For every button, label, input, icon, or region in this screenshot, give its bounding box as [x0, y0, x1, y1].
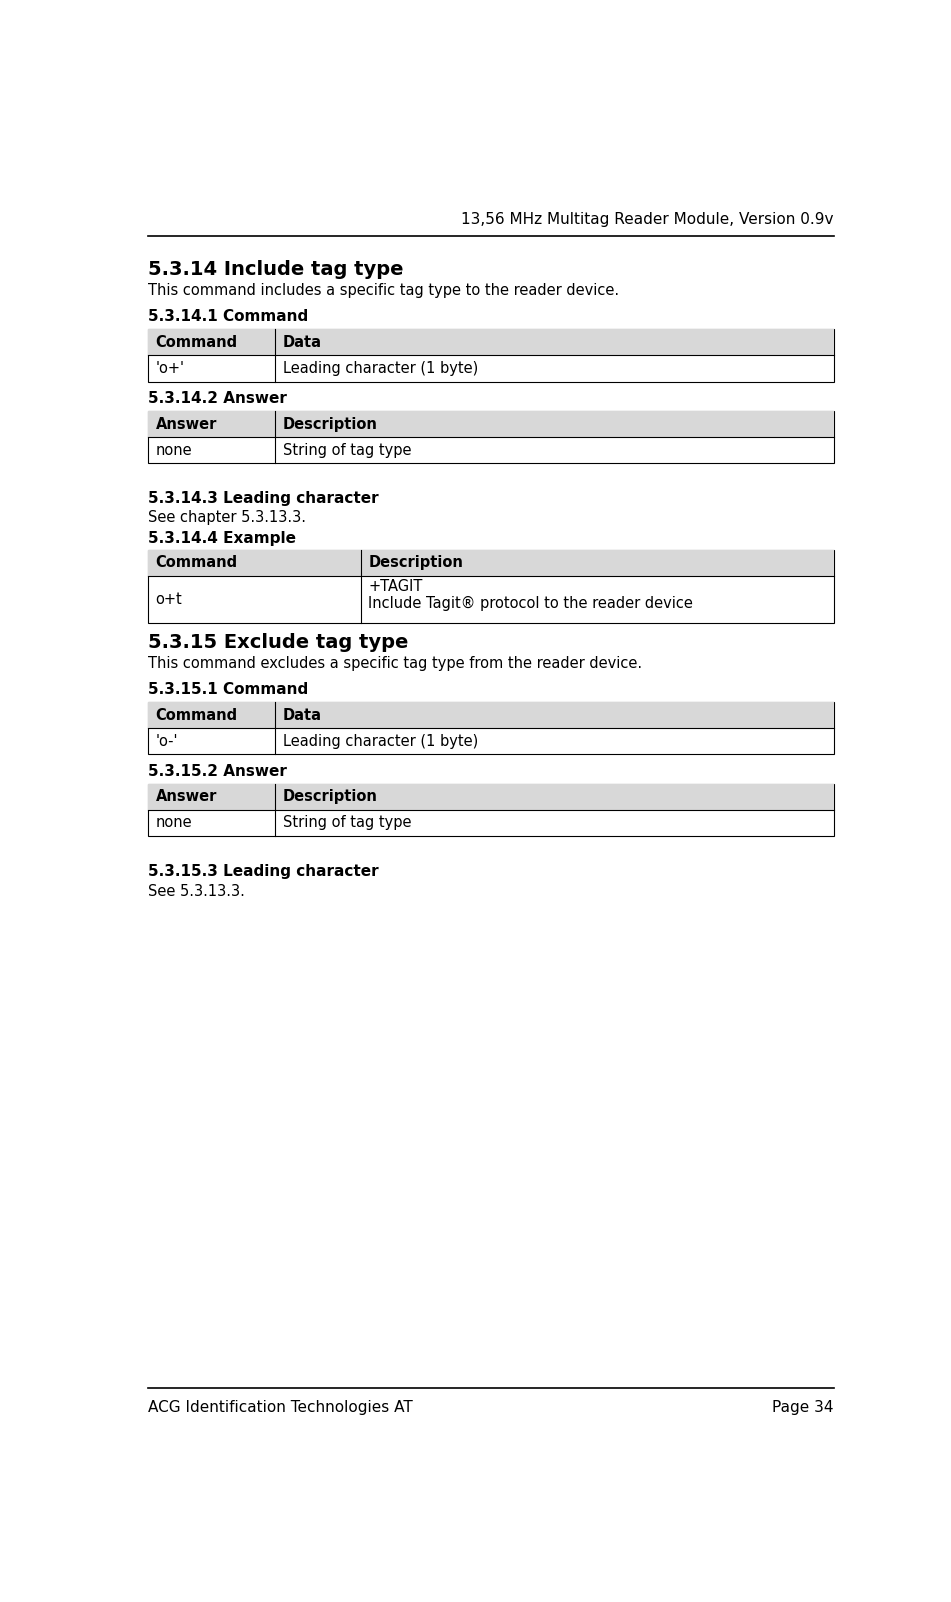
Text: 5.3.14 Include tag type: 5.3.14 Include tag type	[148, 260, 404, 279]
Text: 'o-': 'o-'	[156, 734, 178, 748]
Text: o+t: o+t	[156, 593, 183, 607]
Text: String of tag type: String of tag type	[282, 442, 411, 458]
Text: Include Tagit® protocol to the reader device: Include Tagit® protocol to the reader de…	[368, 596, 693, 612]
Text: Description: Description	[368, 556, 463, 570]
Bar	[148, 330, 834, 381]
Text: 5.3.14.1 Command: 5.3.14.1 Command	[148, 309, 309, 324]
Text: Answer: Answer	[156, 790, 217, 804]
Text: Answer: Answer	[156, 417, 217, 431]
Text: String of tag type: String of tag type	[282, 815, 411, 830]
Bar	[148, 412, 834, 437]
Bar	[148, 549, 834, 575]
Text: 5.3.15.1 Command: 5.3.15.1 Command	[148, 682, 309, 697]
Text: Command: Command	[156, 708, 238, 723]
Text: Description: Description	[282, 417, 378, 431]
Text: Command: Command	[156, 556, 238, 570]
Text: Command: Command	[156, 335, 238, 349]
Text: 13,56 MHz Multitag Reader Module, Version 0.9v: 13,56 MHz Multitag Reader Module, Versio…	[461, 211, 834, 227]
Text: Page 34: Page 34	[772, 1400, 834, 1415]
Bar	[148, 783, 834, 836]
Text: 'o+': 'o+'	[156, 360, 184, 376]
Text: 5.3.15.3 Leading character: 5.3.15.3 Leading character	[148, 863, 379, 878]
Text: Leading character (1 byte): Leading character (1 byte)	[282, 360, 477, 376]
Text: This command excludes a specific tag type from the reader device.: This command excludes a specific tag typ…	[148, 655, 643, 671]
Bar	[148, 702, 834, 729]
Text: none: none	[156, 442, 192, 458]
Text: This command includes a specific tag type to the reader device.: This command includes a specific tag typ…	[148, 284, 619, 298]
Text: 5.3.14.3 Leading character: 5.3.14.3 Leading character	[148, 490, 379, 506]
Text: 5.3.15.2 Answer: 5.3.15.2 Answer	[148, 764, 287, 779]
Text: 5.3.14.4 Example: 5.3.14.4 Example	[148, 530, 297, 546]
Text: none: none	[156, 815, 192, 830]
Text: See 5.3.13.3.: See 5.3.13.3.	[148, 884, 245, 899]
Text: See chapter 5.3.13.3.: See chapter 5.3.13.3.	[148, 511, 306, 525]
Text: Leading character (1 byte): Leading character (1 byte)	[282, 734, 477, 748]
Bar	[148, 330, 834, 356]
Text: +TAGIT: +TAGIT	[368, 580, 422, 594]
Bar	[148, 702, 834, 755]
Text: Data: Data	[282, 335, 321, 349]
Text: Data: Data	[282, 708, 321, 723]
Text: ACG Identification Technologies AT: ACG Identification Technologies AT	[148, 1400, 413, 1415]
Text: 5.3.14.2 Answer: 5.3.14.2 Answer	[148, 391, 287, 405]
Bar	[148, 783, 834, 809]
Text: 5.3.15 Exclude tag type: 5.3.15 Exclude tag type	[148, 633, 409, 652]
Bar	[148, 549, 834, 623]
Text: Description: Description	[282, 790, 378, 804]
Bar	[148, 412, 834, 463]
